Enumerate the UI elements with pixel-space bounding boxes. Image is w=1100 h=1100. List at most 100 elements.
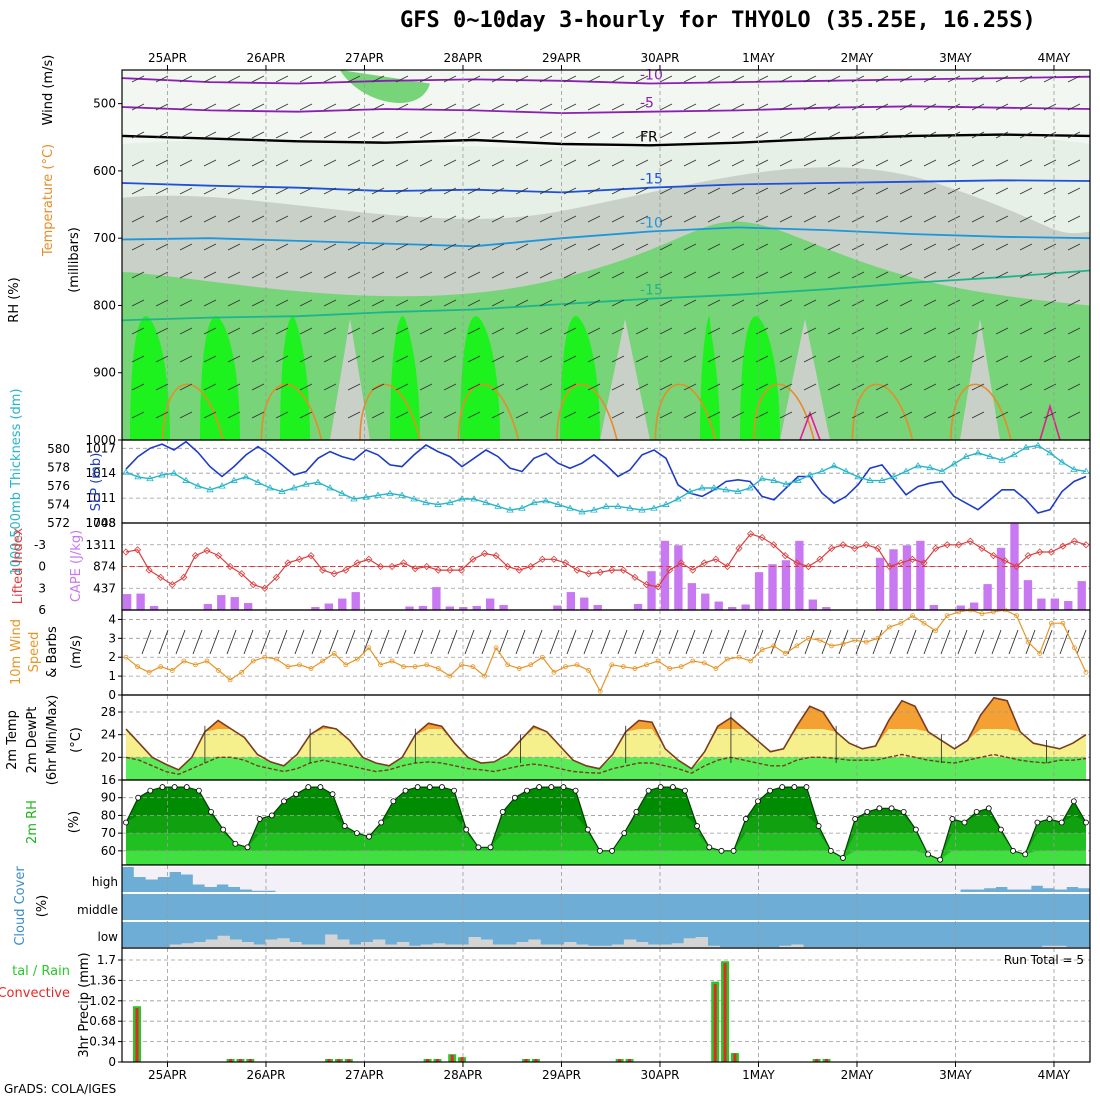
wind-speed-marker [632, 666, 638, 671]
wind-barb [875, 215, 889, 223]
wind-barb [803, 355, 817, 363]
wind-barb [347, 299, 361, 307]
thickness-marker [494, 502, 502, 509]
wind-barb [587, 187, 601, 195]
date-label-bottom: 30APR [640, 1068, 679, 1082]
low-cloud-bar [492, 944, 505, 947]
wind-barb [515, 355, 529, 363]
wind-barb [1067, 327, 1081, 335]
wind-barb [947, 327, 961, 335]
wind-barb [827, 75, 841, 83]
surface-wind-barb [1076, 629, 1087, 655]
y-tick-label: 3 [108, 631, 116, 645]
wind-speed-marker [192, 662, 198, 668]
wind-barb [755, 215, 769, 223]
wind-barb [1067, 243, 1081, 251]
wind-barb [227, 159, 241, 167]
low-cloud-bar [504, 944, 517, 947]
rh-marker [961, 819, 968, 826]
surface-wind-barb [804, 629, 815, 655]
li-marker [180, 573, 188, 581]
li-marker [920, 559, 928, 567]
li-marker [619, 566, 627, 574]
wind-barb [971, 103, 985, 111]
wind-barb [659, 383, 673, 391]
li-marker [191, 552, 199, 560]
low-cloud-bar [349, 944, 362, 947]
wind-barb [443, 383, 457, 391]
wind-barb [611, 355, 625, 363]
cape-bar [808, 599, 818, 610]
cape-bar [593, 605, 602, 610]
wind-barb [179, 131, 193, 139]
rh-marker [682, 787, 688, 794]
wind-barb [731, 215, 745, 223]
cloud-clear-bar [653, 867, 666, 892]
cape-bar [983, 584, 992, 610]
thickness-marker [134, 473, 142, 480]
credit-label: GrADS: COLA/IGES [4, 1082, 117, 1096]
wind-barb [539, 355, 553, 363]
wind-barb [203, 215, 217, 223]
wind-barb [347, 383, 361, 391]
cloud-clear-bar [181, 867, 194, 875]
surface-wind-barb [1042, 629, 1053, 655]
wind-barb [227, 327, 241, 335]
wind-barb [611, 271, 625, 279]
wind-barb [203, 243, 217, 251]
li-marker [700, 559, 708, 567]
cape-bar [633, 604, 643, 610]
wind-barb [851, 271, 865, 279]
cape-bar [754, 572, 764, 610]
wind-barb [395, 299, 409, 307]
wind-speed-marker [539, 654, 545, 660]
surface-wind-barb [345, 629, 356, 655]
precip-convective-bar [435, 1059, 439, 1062]
low-cloud-bar [301, 944, 314, 947]
wind-barb [491, 299, 505, 307]
cape-bar [1064, 601, 1073, 610]
wind-barb [179, 355, 193, 363]
rh2m-axis-label: 2m RH [25, 800, 40, 844]
cloud-clear-bar [192, 867, 206, 885]
wind-barb [1067, 271, 1081, 279]
li-marker [978, 544, 986, 552]
wind-barb [467, 355, 481, 363]
wind-barb [875, 271, 889, 279]
wind-speed-marker [655, 658, 661, 664]
cloud-clear-bar [676, 867, 690, 892]
wind-barb [323, 215, 337, 223]
surface-wind-barb [770, 629, 781, 655]
wind-barb [323, 131, 337, 139]
wind-barb [155, 299, 169, 307]
surface-wind-barb [974, 629, 985, 655]
wind-barb [251, 383, 265, 391]
rh-marker [973, 808, 980, 815]
cloud-clear-bar [204, 867, 217, 887]
rh-marker [985, 805, 992, 812]
li-marker [480, 549, 489, 558]
wind-speed-marker [297, 662, 302, 668]
wind-speed-marker [1083, 669, 1089, 675]
low-cloud-bar [361, 942, 374, 947]
wind-barb [947, 75, 961, 83]
li-marker [330, 570, 338, 578]
wind-barb [131, 187, 145, 195]
wind-barb [611, 75, 625, 83]
li-marker [134, 546, 142, 554]
rh-marker [718, 847, 725, 854]
wind-barb [419, 327, 433, 335]
rh-marker [390, 798, 397, 805]
surface-wind-barb [396, 629, 407, 655]
low-cloud-bar [635, 942, 649, 947]
thickness-marker [374, 491, 382, 498]
thickness-marker [290, 484, 298, 491]
precip-tick-label: 1.02 [89, 994, 116, 1008]
wind-barb [419, 383, 433, 391]
cloud-clear-bar [582, 867, 595, 892]
wind-speed-marker [771, 643, 777, 649]
wind-barb [587, 383, 601, 391]
wind-barb [995, 103, 1009, 111]
li-marker [284, 559, 292, 567]
wind-barb [611, 159, 625, 167]
